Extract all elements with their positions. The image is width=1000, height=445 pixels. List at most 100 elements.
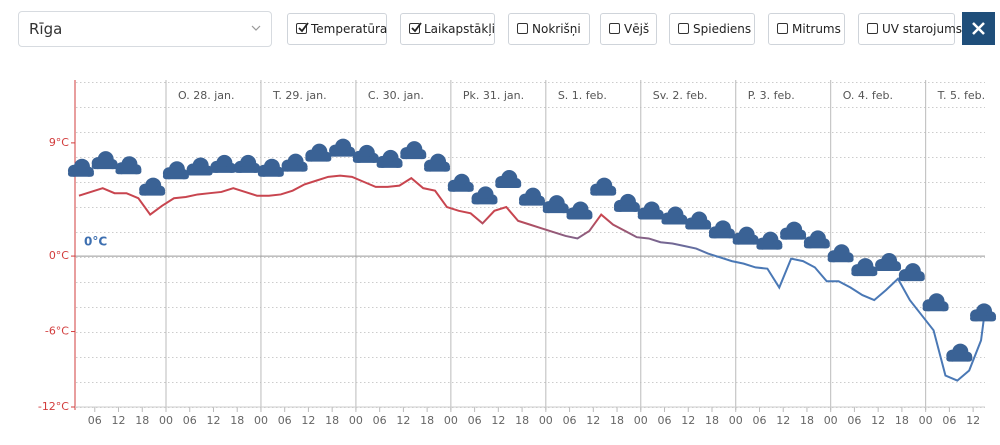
cloud-part [424,159,437,172]
x-tick-label: 06 [563,414,577,427]
checkbox-option[interactable]: Spiediens [669,13,755,45]
day-label: Pk. 31. jan. [463,89,524,102]
x-tick-label: 18 [420,414,434,427]
cloud-part [613,199,626,212]
cloud-part [708,226,721,239]
x-tick-label: 06 [752,414,766,427]
checkbox-option[interactable]: Temperatūra [287,13,387,45]
x-tick-label: 06 [88,414,102,427]
cloud-part [637,213,664,220]
cloud-part [857,258,874,275]
x-tick-label: 18 [325,414,339,427]
cloud-part [590,183,603,196]
cloud-part [535,195,545,206]
cloud-part [986,311,997,322]
cloud-part [155,185,166,196]
checkbox [609,23,620,34]
x-tick-label: 18 [895,414,909,427]
cloud-part [501,170,518,187]
cloud-part [881,253,898,270]
x-tick-label: 06 [468,414,482,427]
weather-icon [803,230,830,249]
cloud-part [281,159,294,172]
day-label: O. 28. jan. [178,89,234,102]
x-tick-label: 00 [824,414,838,427]
location-select[interactable]: Rīga [18,11,272,47]
weather-icon [875,253,902,272]
weather-icon [542,195,569,214]
cloud-part [178,169,189,180]
cloud-part [922,299,935,312]
cloud-part [210,160,223,173]
cloud-part [216,154,233,171]
cloud-part [162,173,189,180]
x-tick-label: 18 [610,414,624,427]
x-tick-label: 12 [871,414,885,427]
cloud-part [131,164,142,175]
x-tick-label: 12 [491,414,505,427]
cloud-part [471,192,484,205]
checkbox [296,22,309,34]
cloud-part [803,242,830,249]
x-tick-label: 12 [301,414,315,427]
checkbox-option[interactable]: UV starojums [858,13,962,45]
weather-icon [495,170,522,189]
cloud-part [97,151,114,168]
checkbox-option[interactable]: Nokrišņi [508,13,590,45]
cloud-part [738,226,755,243]
cloud-part [525,187,541,204]
checkbox-option[interactable]: Vējš [600,13,657,45]
cloud-part [566,213,593,220]
cloud-part [756,243,783,250]
option-label: UV starojums [882,22,963,36]
close-button[interactable] [962,12,995,45]
weather-icon [471,186,498,205]
weather-icon [352,144,379,163]
cloud-part [139,183,152,196]
checkbox [409,22,422,34]
checkbox [867,23,878,34]
weather-icon [780,221,807,240]
cloud-part [970,315,997,322]
weather-icon [376,149,403,168]
checkbox [777,23,788,34]
x-tick-label: 06 [847,414,861,427]
cloud-part [851,270,878,277]
cloud-part [67,164,80,177]
checkbox-option[interactable]: Laikapstākļi [400,13,495,45]
y-tick-label: -12°C [38,400,69,413]
weather-icon [613,193,640,212]
cloud-part [376,161,403,168]
y-tick-label: -6°C [45,325,69,338]
cloud-part [210,166,237,173]
weather-icon [447,173,474,192]
weather-icon [637,201,664,220]
cloud-part [548,195,565,212]
cloud-part [416,149,427,160]
cloud-part [827,256,854,263]
cloud-part [796,229,807,240]
cloud-part [756,237,769,250]
cloud-part [273,166,284,177]
weather-icon [519,187,545,206]
cloud-part [281,165,308,172]
cloud-part [629,201,640,212]
cloud-part [685,223,712,230]
cloud-part [162,167,175,180]
cloud-part [946,349,959,362]
cloud-part [107,159,118,170]
x-tick-label: 00 [254,414,268,427]
cloud-part [772,239,783,250]
cloud-part [519,193,531,206]
annotation: 0°C [84,235,107,249]
cloud-part [263,158,280,175]
cloud-part [192,157,209,174]
checkbox-option[interactable]: Mitrums [768,13,845,45]
cloud-part [453,173,470,190]
cloud-part [582,209,593,220]
weather-icon [329,138,356,157]
x-tick-label: 00 [729,414,743,427]
x-tick-label: 12 [396,414,410,427]
cloud-part [661,212,674,225]
weather-icon [162,161,189,180]
